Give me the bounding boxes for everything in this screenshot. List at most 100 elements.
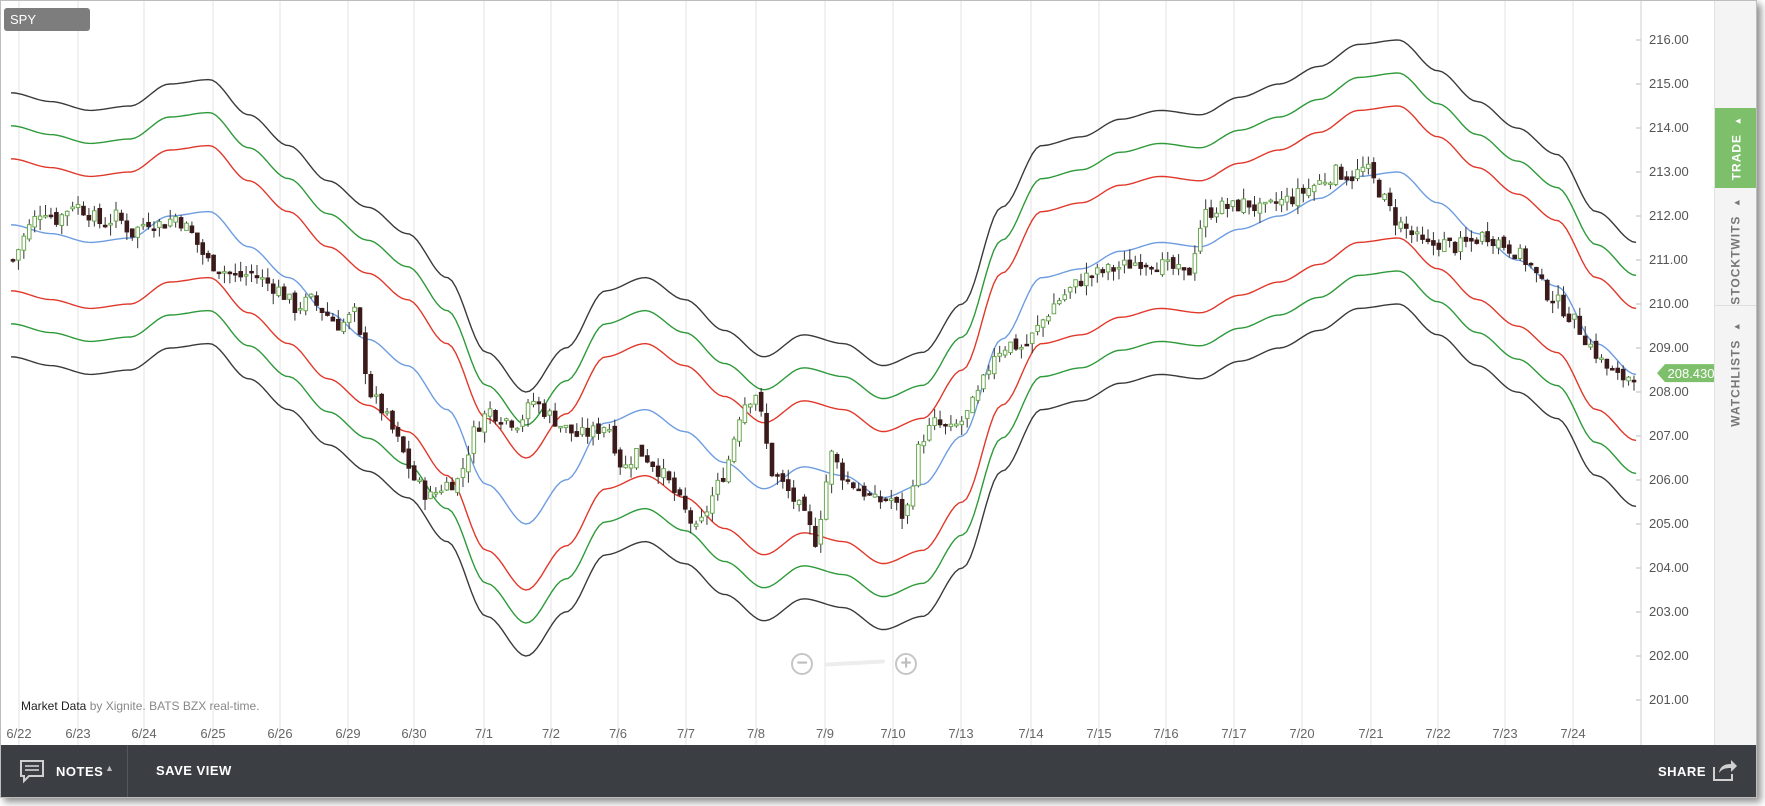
candle <box>487 401 493 424</box>
candle <box>357 306 363 337</box>
share-button[interactable]: SHARE <box>1628 757 1738 785</box>
candle <box>395 421 401 442</box>
candle-body <box>1572 313 1577 320</box>
candle-body <box>1235 199 1241 212</box>
candle-body <box>796 499 802 506</box>
candle <box>623 455 628 469</box>
y-tick-label: 201.00 <box>1649 692 1689 707</box>
candle-body <box>1019 347 1024 350</box>
candle <box>102 217 108 229</box>
candle-body <box>352 306 357 313</box>
candle <box>775 472 780 485</box>
tab-stocktwits[interactable]: STOCKTWITS ▲ <box>1715 196 1756 306</box>
candle <box>1051 293 1057 315</box>
x-tick-label: 6/23 <box>65 726 90 741</box>
x-tick-label: 7/7 <box>677 726 695 741</box>
candle <box>574 423 580 438</box>
bottom-toolbar: NOTES ▲ SAVE VIEW SHARE <box>1 745 1756 797</box>
candle-body <box>634 448 639 469</box>
price-chart[interactable]: 201.00 202.00 203.00 204.00 205.00 206.00 207.… <box>1 1 1714 745</box>
tab-trade[interactable]: TRADE ▲ <box>1715 108 1756 188</box>
candle-body <box>1360 166 1366 172</box>
candle <box>1013 334 1019 351</box>
candle <box>655 458 661 484</box>
candle-body <box>742 404 748 423</box>
candle <box>1371 157 1377 184</box>
candle-body <box>1008 341 1013 354</box>
candle-body <box>541 403 547 417</box>
last-price-badge <box>1657 364 1714 383</box>
lower-band-2-line <box>10 270 1637 624</box>
candle <box>650 461 656 472</box>
candle-body <box>401 436 406 453</box>
candle <box>1138 254 1143 276</box>
candle-body <box>823 481 829 520</box>
candle-body <box>737 419 742 442</box>
candle <box>1387 187 1393 212</box>
candle <box>1040 318 1046 337</box>
candle-body <box>970 396 975 414</box>
candle-body <box>314 295 319 306</box>
candle <box>1284 187 1290 211</box>
candle <box>1035 315 1040 336</box>
candle-body <box>1566 313 1572 323</box>
zoom-slider-track[interactable] <box>825 659 885 667</box>
candle-body <box>1295 188 1301 207</box>
candle-body <box>482 413 487 433</box>
y-tick-label: 204.00 <box>1649 560 1689 575</box>
candle-body <box>1257 202 1263 214</box>
candle-body <box>411 465 417 481</box>
candle <box>1626 375 1631 386</box>
candle-body <box>926 424 932 441</box>
tab-watchlists[interactable]: WATCHLISTS ▲ <box>1715 319 1756 429</box>
candle-body <box>1279 198 1284 206</box>
candle <box>1582 326 1588 346</box>
y-tick-label: 211.00 <box>1649 252 1688 267</box>
candle-body <box>986 370 992 375</box>
candle-body <box>981 374 986 390</box>
lower-band-1-line <box>10 237 1637 591</box>
candle <box>238 261 243 282</box>
candle <box>1490 236 1496 254</box>
candle-body <box>460 468 466 479</box>
candle-body <box>32 215 37 228</box>
x-tick-label: 7/13 <box>948 726 973 741</box>
chevron-up-icon: ▲ <box>1732 196 1742 207</box>
x-tick-label: 7/17 <box>1221 726 1246 741</box>
candle <box>1132 255 1138 267</box>
candle-body <box>1561 294 1566 317</box>
zoom-in-icon[interactable]: + <box>895 653 917 675</box>
candle-body <box>1181 267 1187 271</box>
candle <box>1116 261 1122 280</box>
candle <box>672 471 677 501</box>
candle <box>1479 231 1485 245</box>
symbol-label[interactable]: SPY <box>4 8 90 31</box>
zoom-out-icon[interactable]: − <box>791 653 813 675</box>
candle <box>954 419 959 428</box>
candle <box>699 508 704 524</box>
y-tick-label: 203.00 <box>1649 604 1689 619</box>
candle <box>905 502 910 524</box>
last-price-tag: 208.430 <box>1657 364 1714 383</box>
candle <box>265 268 271 292</box>
candle-body <box>303 296 309 312</box>
candle-body <box>406 448 412 469</box>
candle-body <box>845 479 851 482</box>
candle <box>401 435 406 454</box>
candle-body <box>959 420 965 426</box>
notes-button[interactable]: NOTES ▲ <box>1 745 128 797</box>
candle <box>482 410 487 443</box>
save-view-button[interactable]: SAVE VIEW <box>156 763 232 778</box>
candle-body <box>596 423 601 434</box>
candle <box>1252 196 1257 217</box>
upper-band-2-line <box>10 72 1637 426</box>
candle-body <box>829 450 834 485</box>
candle <box>384 407 390 416</box>
candle-body <box>1539 274 1545 279</box>
candle <box>720 467 726 483</box>
candle <box>704 505 710 525</box>
candle <box>1257 197 1263 223</box>
candle-body <box>937 419 943 426</box>
candle-body <box>1610 368 1615 371</box>
candle <box>921 434 927 454</box>
